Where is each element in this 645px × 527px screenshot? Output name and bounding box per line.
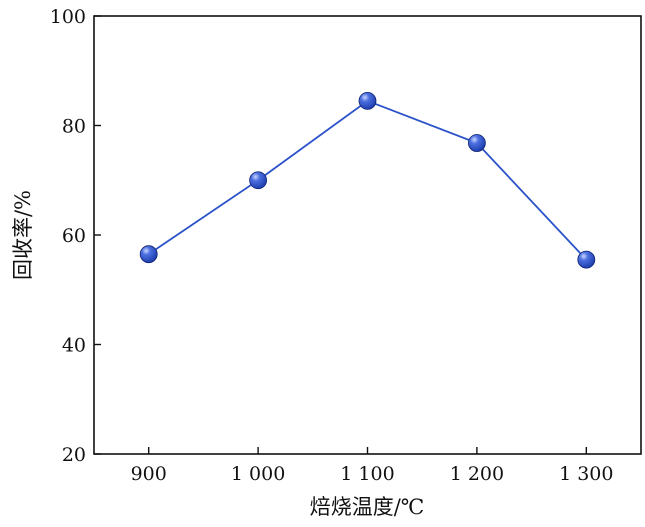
y-tick-label: 80: [62, 116, 86, 138]
data-point: [249, 171, 268, 190]
y-tick-label: 20: [62, 444, 86, 466]
data-point: [358, 91, 377, 110]
x-tick-label: 1 000: [231, 463, 285, 485]
x-tick-label: 900: [131, 463, 167, 485]
x-tick-label: 1 300: [559, 463, 613, 485]
y-tick-label: 40: [62, 335, 86, 357]
data-point: [467, 134, 486, 152]
y-axis-ticks: 20 40 60 80 100: [50, 6, 101, 466]
y-tick-label: 60: [62, 225, 86, 247]
x-tick-label: 1 100: [340, 463, 394, 485]
x-axis-title: 焙烧温度/℃: [310, 495, 425, 519]
series-line: [148, 99, 587, 261]
x-axis-ticks: 900 1 000 1 100 1 200 1 300: [131, 447, 614, 485]
data-point: [139, 245, 158, 264]
x-tick-label: 1 200: [450, 463, 504, 485]
series-markers: [139, 91, 596, 269]
y-axis-title: 回收率/%: [11, 190, 35, 280]
data-point: [577, 250, 596, 269]
y-tick-label: 100: [50, 6, 86, 28]
